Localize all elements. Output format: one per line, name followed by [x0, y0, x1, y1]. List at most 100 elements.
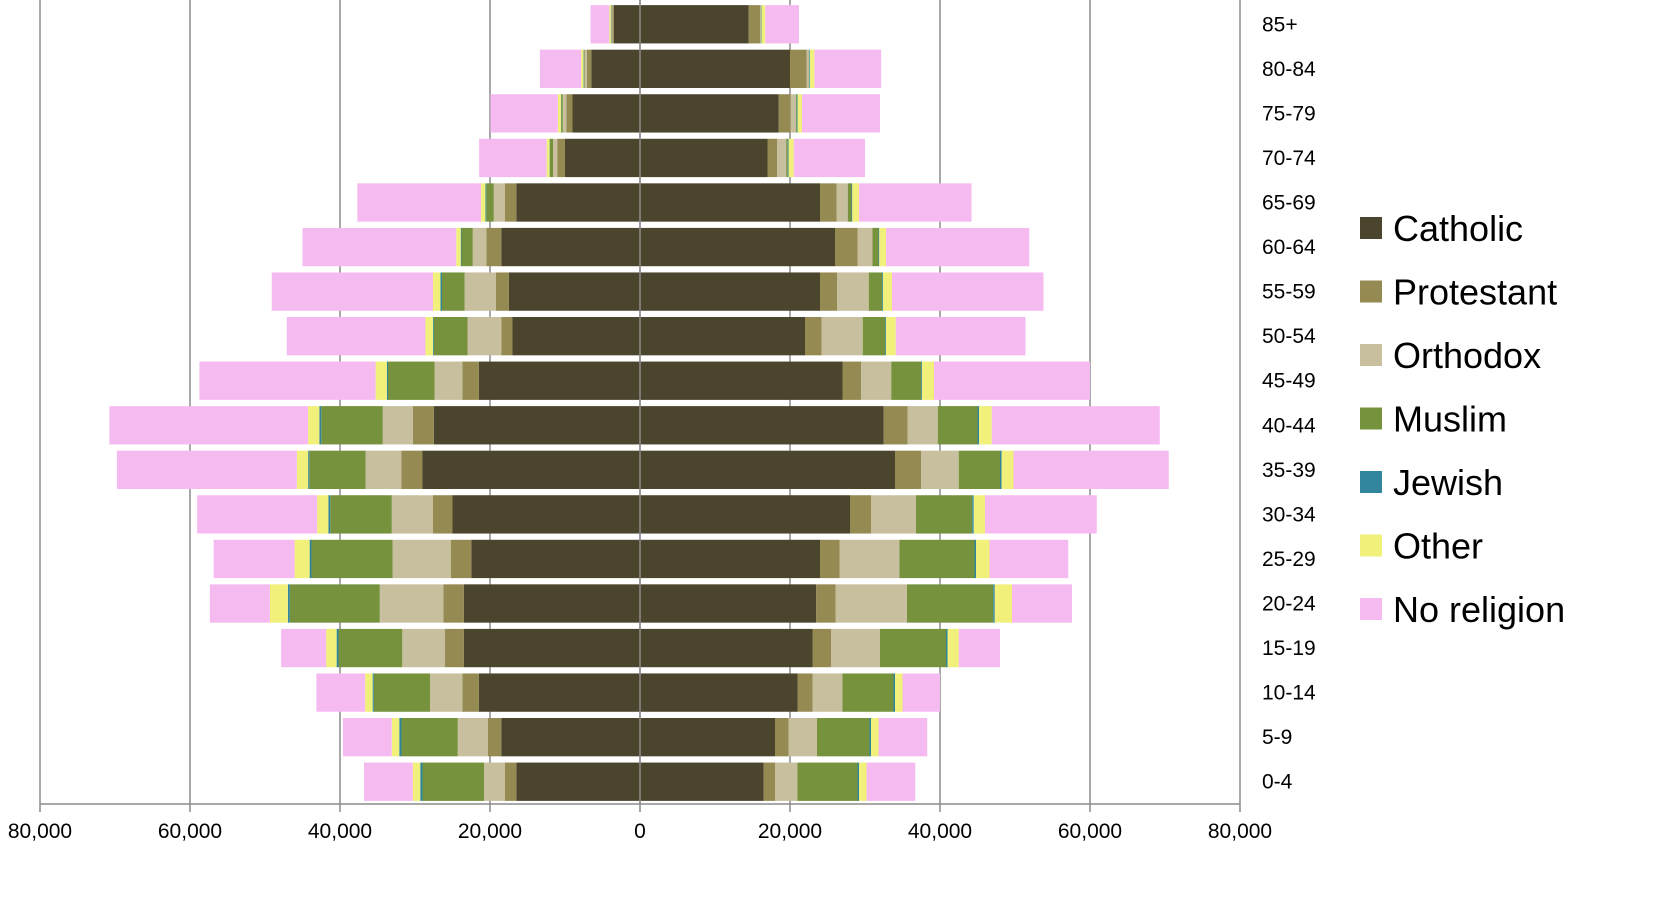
bar-no-religion-left-75-79	[490, 94, 558, 133]
bar-no-religion-left-85	[590, 5, 610, 44]
legend-label-muslim: Muslim	[1393, 399, 1507, 440]
bar-no-religion-right-75-79	[802, 94, 880, 133]
bar-no-religion-right-10-14	[902, 673, 940, 712]
bar-no-religion-right-45-49	[934, 361, 1090, 400]
bar-jewish-right-15-19	[946, 628, 948, 668]
legend-swatch-jewish	[1360, 471, 1382, 493]
bar-orthodox-right-65-69	[836, 183, 848, 222]
bar-no-religion-right-5-9	[878, 718, 928, 757]
x-tick-label-7: 60,000	[1058, 820, 1122, 843]
bar-muslim-left-35-39	[309, 450, 366, 489]
bar-muslim-left-25-29	[311, 539, 393, 579]
bar-orthodox-right-25-29	[839, 539, 900, 579]
y-tick-label-65-69: 65-69	[1262, 192, 1316, 215]
bar-catholic-right-0-4	[640, 762, 764, 801]
bar-orthodox-right-40-44	[907, 406, 938, 445]
bar-muslim-left-40-44	[321, 406, 383, 445]
bar-orthodox-right-0-4	[775, 762, 798, 801]
bar-muslim-left-15-19	[338, 628, 403, 668]
bar-catholic-left-85	[613, 5, 640, 44]
bar-other-left-80-84	[581, 49, 584, 88]
bar-catholic-left-15-19	[463, 628, 640, 668]
bar-no-religion-left-5-9	[343, 718, 392, 757]
bar-catholic-right-10-14	[640, 673, 798, 712]
bar-jewish-right-25-29	[974, 539, 976, 579]
bar-other-left-55-59	[433, 272, 441, 311]
bar-orthodox-left-75-79	[562, 94, 567, 133]
bar-protestant-left-0-4	[505, 762, 517, 801]
bar-protestant-left-20-24	[443, 584, 464, 623]
bar-other-right-10-14	[895, 673, 903, 712]
bar-no-religion-left-35-39	[116, 450, 297, 489]
bar-protestant-left-45-49	[462, 361, 479, 400]
bar-jewish-right-70-74	[787, 138, 789, 178]
y-tick-label-25-29: 25-29	[1262, 548, 1316, 571]
bar-other-right-85	[761, 5, 766, 44]
x-axis: 80,000 60,000 40,000 20,000 0 20,000 40,000 60,…	[8, 803, 1272, 843]
x-tick-label-2: 40,000	[308, 820, 372, 843]
bar-muslim-right-35-39	[958, 450, 1000, 489]
bar-no-religion-right-20-24	[1012, 584, 1072, 623]
bar-other-left-25-29	[294, 539, 310, 579]
bar-no-religion-left-50-54	[286, 317, 426, 356]
y-tick-label-30-34: 30-34	[1262, 503, 1316, 526]
bar-orthodox-left-45-49	[434, 361, 463, 400]
y-tick-label-0-4: 0-4	[1262, 771, 1293, 794]
bar-other-left-50-54	[425, 317, 433, 356]
bar-protestant-right-5-9	[775, 718, 789, 757]
bar-no-religion-right-0-4	[866, 762, 916, 801]
bar-protestant-right-60-64	[835, 227, 858, 267]
bar-protestant-left-50-54	[501, 317, 513, 356]
bar-muslim-right-0-4	[797, 762, 858, 801]
y-tick-label-50-54: 50-54	[1262, 325, 1316, 348]
bar-no-religion-left-0-4	[364, 762, 413, 801]
bar-no-religion-left-30-34	[197, 495, 318, 534]
bar-muslim-right-70-74	[786, 138, 788, 178]
bar-muslim-left-30-34	[330, 495, 392, 534]
bar-muslim-left-75-79	[561, 94, 563, 133]
x-tick-label-8: 80,000	[1208, 820, 1272, 843]
y-tick-label-10-14: 10-14	[1262, 682, 1316, 705]
bar-orthodox-left-15-19	[402, 628, 445, 668]
bar-jewish-right-45-49	[921, 361, 922, 400]
bar-protestant-left-85	[612, 5, 614, 44]
bar-jewish-right-35-39	[1000, 450, 1002, 489]
bar-jewish-left-60-64	[460, 227, 462, 267]
bar-orthodox-left-30-34	[391, 495, 433, 534]
bar-other-right-60-64	[879, 227, 886, 267]
bar-catholic-right-40-44	[640, 406, 884, 445]
bar-protestant-left-80-84	[586, 49, 592, 88]
bar-orthodox-left-55-59	[464, 272, 496, 311]
bar-other-right-80-84	[809, 49, 815, 88]
bar-other-left-5-9	[391, 718, 400, 757]
bar-muslim-right-40-44	[937, 406, 978, 445]
bar-catholic-right-55-59	[640, 272, 820, 311]
bar-no-religion-right-55-59	[892, 272, 1044, 311]
bar-muslim-right-5-9	[817, 718, 870, 757]
bar-other-left-30-34	[317, 495, 329, 534]
bar-no-religion-left-70-74	[479, 138, 547, 178]
bar-orthodox-right-50-54	[821, 317, 863, 356]
bar-jewish-right-65-69	[851, 183, 853, 222]
legend-label-protestant: Protestant	[1393, 272, 1557, 313]
legend-swatch-orthodox	[1360, 344, 1382, 366]
bar-catholic-right-70-74	[640, 138, 768, 178]
bar-protestant-right-70-74	[767, 138, 778, 178]
bar-jewish-right-10-14	[893, 673, 895, 712]
bar-jewish-left-40-44	[319, 406, 322, 445]
bar-other-left-70-74	[546, 138, 550, 178]
bar-orthodox-left-50-54	[467, 317, 502, 356]
bar-jewish-left-30-34	[328, 495, 331, 534]
bar-jewish-right-50-54	[885, 317, 886, 356]
bar-other-right-40-44	[979, 406, 992, 445]
bar-catholic-left-25-29	[471, 539, 640, 579]
bar-protestant-right-30-34	[850, 495, 871, 534]
bar-no-religion-left-10-14	[316, 673, 366, 712]
bar-jewish-left-10-14	[372, 673, 374, 712]
bar-muslim-right-45-49	[891, 361, 922, 400]
bar-catholic-right-20-24	[640, 584, 817, 623]
bar-no-religion-right-25-29	[989, 539, 1069, 579]
bar-jewish-left-45-49	[386, 361, 388, 400]
bar-no-religion-right-60-64	[886, 227, 1030, 267]
bar-no-religion-right-30-34	[985, 495, 1097, 534]
